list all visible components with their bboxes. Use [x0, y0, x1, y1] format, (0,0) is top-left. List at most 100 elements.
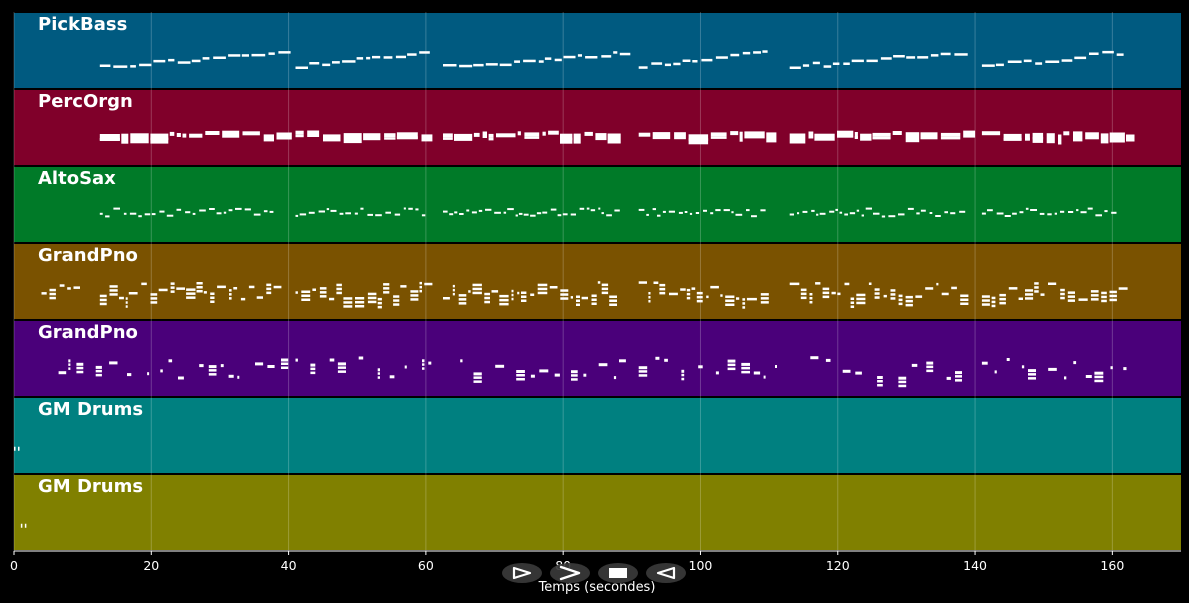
note: [109, 285, 118, 288]
note: [354, 212, 358, 215]
note: [1087, 207, 1093, 210]
note: [343, 301, 353, 304]
note: [638, 208, 645, 211]
note: [210, 300, 215, 303]
track-label-1: PickBass: [38, 14, 127, 35]
note: [138, 215, 142, 218]
note: [991, 296, 996, 300]
note: [619, 359, 626, 363]
note: [68, 367, 71, 370]
note: [601, 212, 604, 215]
note: [205, 131, 220, 135]
note: [936, 282, 939, 286]
note: [263, 210, 268, 213]
note: [123, 212, 127, 215]
note: [1104, 210, 1108, 213]
play-button[interactable]: [502, 563, 542, 583]
note: [524, 136, 540, 139]
note: [295, 130, 304, 135]
note: [814, 133, 835, 141]
note: [424, 282, 433, 286]
note: [1003, 133, 1022, 141]
fast-forward-button[interactable]: [550, 563, 590, 583]
note: [307, 130, 320, 135]
note: [312, 288, 316, 291]
note: [686, 288, 691, 292]
note: [485, 63, 498, 66]
note: [648, 292, 651, 295]
note: [150, 137, 169, 141]
note: [251, 53, 266, 57]
note: [318, 210, 325, 213]
note: [330, 209, 337, 212]
note: [591, 298, 597, 301]
note: [472, 287, 482, 291]
note: [1025, 293, 1034, 296]
note: [929, 212, 933, 214]
note: [393, 299, 400, 302]
note: [1090, 294, 1099, 297]
note: [590, 209, 596, 212]
note: [816, 213, 819, 216]
note: [1110, 366, 1113, 370]
note: [926, 369, 934, 373]
note: [689, 212, 693, 215]
note: [472, 283, 482, 287]
note: [720, 294, 723, 297]
note: [408, 207, 413, 210]
note: [400, 285, 407, 288]
note: [638, 66, 648, 69]
note: [1090, 298, 1099, 301]
note: [169, 131, 175, 136]
note: [581, 296, 588, 300]
note: [301, 294, 311, 297]
stop-icon: [609, 568, 627, 578]
note: [329, 358, 335, 362]
note: [309, 62, 320, 65]
note: [99, 138, 120, 141]
note: [898, 298, 903, 302]
note: [692, 60, 698, 63]
note: [960, 298, 969, 301]
rewind-button[interactable]: [646, 563, 686, 583]
note: [680, 288, 686, 291]
note: [916, 212, 920, 215]
note: [898, 294, 903, 298]
note: [130, 133, 149, 144]
note: [1109, 298, 1117, 302]
note: [366, 56, 371, 60]
note: [696, 291, 703, 295]
note: [1109, 132, 1125, 143]
note: [301, 298, 311, 301]
note: [1090, 290, 1099, 293]
note: [210, 292, 215, 295]
note: [557, 214, 562, 217]
play-icon: [512, 566, 532, 580]
note: [850, 297, 855, 300]
note: [960, 302, 969, 305]
x-axis-label: Temps (secondes): [538, 580, 656, 595]
note: [987, 209, 993, 212]
note: [831, 291, 836, 295]
note: [601, 283, 609, 287]
note: [809, 293, 813, 296]
note: [981, 361, 988, 365]
note: [466, 209, 470, 212]
note: [1063, 131, 1070, 136]
note: [655, 356, 660, 360]
note: [554, 58, 562, 62]
note: [619, 52, 631, 56]
note: [659, 291, 666, 295]
note: [419, 289, 422, 293]
note: [248, 285, 255, 289]
note: [516, 374, 525, 377]
note: [458, 294, 467, 297]
track-lane-6: [14, 398, 1181, 473]
stop-button[interactable]: [598, 563, 638, 583]
note: [822, 295, 830, 299]
track-labels-layer: PickBass PercOrgn AltoSax GrandPno GrandPno G…: [38, 14, 143, 497]
note: [999, 301, 1006, 305]
note: [606, 214, 612, 217]
note: [854, 132, 858, 139]
note: [358, 356, 364, 360]
